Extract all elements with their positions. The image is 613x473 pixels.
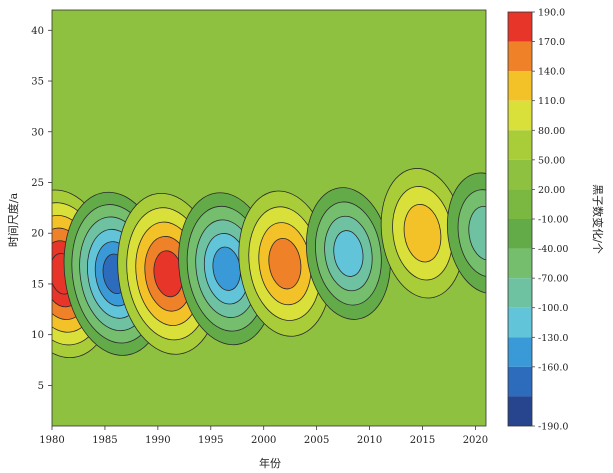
x-tick-label: 2005 (304, 435, 329, 446)
contour-ring (333, 230, 364, 277)
colorbar-tick-label: -10.00 (538, 215, 568, 226)
colorbar-swatch (508, 248, 532, 279)
colorbar: 190.0 170.0 140.0 110.0 80.00 50.00 20.00 -10.0… (507, 8, 568, 433)
y-axis: 5 10 15 20 25 30 35 40 (31, 26, 52, 392)
y-tick-label: 5 (38, 381, 44, 392)
contour-plot-area (52, 10, 486, 426)
plot-frame (51, 9, 487, 427)
colorbar-swatch (508, 337, 532, 367)
x-axis-label: 年份 (259, 456, 281, 470)
colorbar-swatch (508, 41, 532, 72)
colorbar-swatch (508, 366, 532, 397)
colorbar-tick-label: 140.0 (538, 67, 565, 78)
colorbar-tick-label: -100.0 (538, 303, 568, 314)
colorbar-tick-label: 80.00 (538, 126, 565, 137)
x-tick-label: 1995 (198, 435, 223, 446)
contour-ring (468, 206, 486, 261)
y-tick-label: 40 (31, 26, 44, 37)
y-tick-label: 30 (31, 127, 44, 138)
y-axis-label: 时间尺度/a (6, 192, 20, 247)
colorbar-swatch (508, 100, 532, 131)
x-tick-label: 2015 (410, 435, 435, 446)
contour-ring (457, 189, 486, 278)
colorbar-swatch (508, 159, 532, 190)
colorbar-swatch (508, 396, 532, 426)
colorbar-swatch (508, 12, 532, 42)
x-tick-label: 2020 (463, 435, 488, 446)
x-tick-label: 1985 (92, 435, 117, 446)
x-tick-label: 2010 (357, 435, 382, 446)
y-tick-label: 15 (31, 279, 44, 290)
colorbar-tick-label: -130.0 (538, 333, 568, 344)
contour-ring (268, 238, 302, 290)
colorbar-tick-label: 50.00 (538, 155, 565, 166)
colorbar-tick-label: -190.0 (538, 422, 568, 433)
x-tick-label: 1990 (145, 435, 170, 446)
contour-extremum (305, 187, 391, 320)
colorbar-tick-label: 170.0 (538, 37, 565, 48)
y-tick-label: 10 (31, 330, 44, 341)
contour-extremum (380, 168, 465, 299)
colorbar-swatch (508, 219, 532, 249)
y-tick-label: 20 (31, 229, 44, 240)
colorbar-tick-label: -70.00 (538, 274, 568, 285)
x-tick-label: 1980 (39, 435, 64, 446)
x-tick-label: 2000 (251, 435, 276, 446)
colorbar-swatch (508, 307, 532, 338)
x-axis: 1980 1985 1990 1995 2000 2005 2010 2015 2020 (39, 426, 488, 446)
colorbar-label: 黑子数变化/个 (591, 184, 605, 254)
y-tick-label: 25 (31, 178, 44, 189)
colorbar-swatch (508, 278, 532, 308)
colorbar-swatch (508, 71, 532, 101)
colorbar-tick-label: 110.0 (538, 96, 565, 107)
colorbar-swatch (508, 189, 532, 219)
colorbar-tick-label: 190.0 (538, 8, 565, 19)
colorbar-tick-label: 20.00 (538, 185, 565, 196)
contour-extremum (178, 192, 276, 346)
y-tick-label: 35 (31, 77, 44, 88)
colorbar-tick-label: -40.00 (538, 244, 568, 255)
contour-ring (403, 204, 442, 263)
colorbar-swatch (508, 130, 532, 160)
colorbar-tick-label: -160.0 (538, 362, 568, 373)
